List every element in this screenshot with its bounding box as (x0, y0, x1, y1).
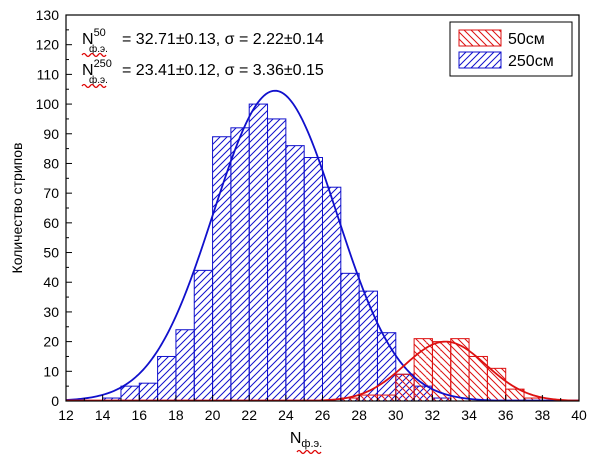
fit-annotation-1: N50 ф.э. = 32.71±0.13, σ = 2.22±0.14 (81, 27, 324, 58)
bar-250см-15 (120, 385, 140, 402)
bar-250см-24 (285, 145, 305, 402)
y-tick-label-0: 0 (51, 393, 59, 409)
y-tick-label-70: 70 (43, 185, 59, 201)
bar-250см-19 (193, 269, 214, 402)
bar-250см-21 (230, 127, 250, 402)
svg-text:Nф.э.: Nф.э. (290, 430, 322, 450)
y-tick-label-100: 100 (36, 96, 60, 112)
y-tick-label-80: 80 (43, 155, 59, 171)
bar-250см-22 (248, 103, 269, 402)
y-tick-label-30: 30 (43, 304, 59, 320)
x-tick-label-30: 30 (388, 407, 404, 423)
y-tick-label-50: 50 (43, 245, 59, 261)
x-tick-label-36: 36 (498, 407, 514, 423)
bar-250см-20 (212, 136, 232, 402)
x-tick-label-40: 40 (571, 407, 587, 423)
y-tick-label-120: 120 (36, 37, 60, 53)
y-tick-label-60: 60 (43, 215, 59, 231)
y-tick-label-40: 40 (43, 274, 59, 290)
bar-250см-27 (340, 272, 360, 402)
legend-swatch-250 (458, 51, 502, 69)
bars-layer (102, 103, 543, 402)
bar-250см-16 (138, 382, 159, 402)
legend-label-50: 50см (508, 31, 545, 48)
svg-text:N250: N250 (82, 58, 112, 79)
bar-50см-30 (395, 373, 415, 402)
x-tick-label-28: 28 (351, 407, 367, 423)
x-tick-label-32: 32 (425, 407, 441, 423)
legend-swatch-50 (458, 29, 502, 47)
y-tick-label-110: 110 (37, 66, 60, 82)
x-tick-label-16: 16 (131, 407, 147, 423)
fit-annotation-2: N250 ф.э. = 23.41±0.12, σ = 3.36±0.15 (81, 58, 324, 89)
bar-250см-23 (267, 118, 287, 402)
x-tick-label-12: 12 (58, 407, 74, 423)
y-tick-label-20: 20 (43, 334, 59, 350)
bar-250см-28 (358, 290, 378, 402)
x-tick-label-22: 22 (241, 407, 257, 423)
x-tick-label-38: 38 (535, 407, 551, 423)
bar-50см-28 (358, 394, 378, 402)
x-tick-label-14: 14 (95, 407, 111, 423)
svg-text:N50: N50 (82, 27, 106, 48)
x-tick-label-34: 34 (461, 407, 477, 423)
svg-text:= 32.71±0.13, σ = 2.22±0.14: = 32.71±0.13, σ = 2.22±0.14 (122, 31, 324, 48)
svg-text:ф.э.: ф.э. (89, 74, 108, 86)
y-tick-label-90: 90 (43, 126, 59, 142)
bar-250см-18 (175, 329, 195, 402)
legend-label-250: 250см (508, 53, 554, 70)
bar-250см-29 (376, 332, 397, 402)
bar-250см-25 (303, 157, 323, 402)
legend: 50см 250см (449, 21, 573, 77)
svg-text:= 23.41±0.12, σ = 3.36±0.15: = 23.41±0.12, σ = 3.36±0.15 (122, 62, 324, 79)
x-tick-label-18: 18 (168, 407, 184, 423)
x-axis-label-symbol: N (290, 430, 302, 447)
spellcheck-squiggle (81, 83, 107, 89)
spellcheck-squiggle (296, 449, 322, 455)
bar-50см-31 (413, 338, 433, 402)
y-tick-label-10: 10 (43, 363, 59, 379)
x-axis-label-subscript: ф.э. (301, 438, 322, 450)
axes-layer: 12 14 16 18 20 22 24 26 28 30 32 34 36 38 40 0 10 20 30 40 5… (36, 7, 587, 423)
x-axis-label: Nф.э. (290, 430, 322, 455)
x-tick-label-20: 20 (205, 407, 221, 423)
y-tick-label-130: 130 (36, 7, 60, 23)
y-axis-label: Количество стрипов (9, 143, 25, 274)
spellcheck-squiggle (81, 52, 107, 58)
x-tick-label-26: 26 (315, 407, 331, 423)
bar-50см-29 (376, 394, 397, 402)
svg-text:ф.э.: ф.э. (89, 43, 108, 55)
x-tick-label-24: 24 (278, 407, 294, 423)
bar-250см-17 (157, 355, 177, 402)
